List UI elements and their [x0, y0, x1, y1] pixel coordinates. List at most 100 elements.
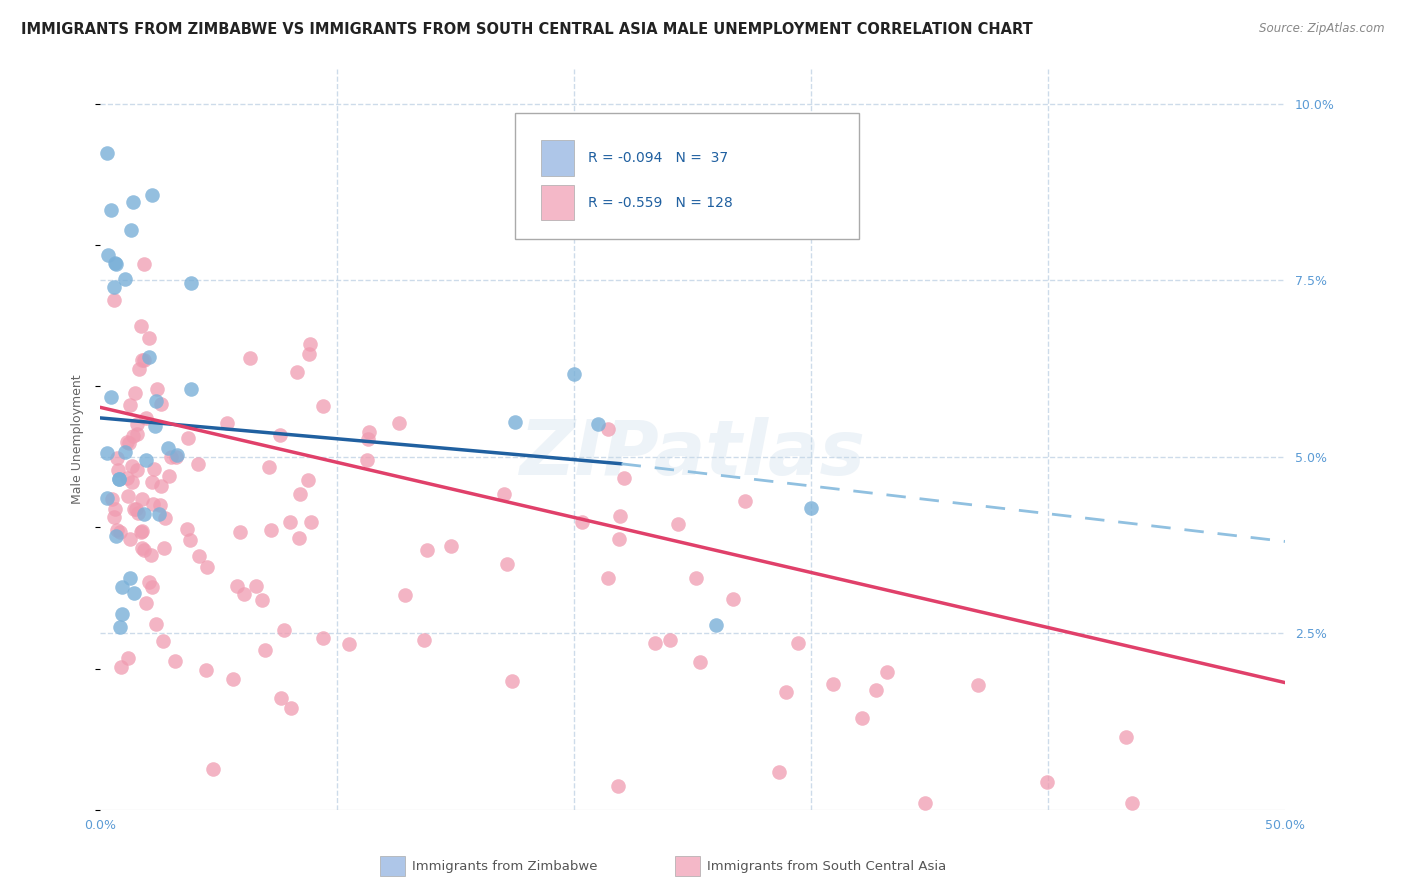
FancyBboxPatch shape — [515, 113, 859, 239]
Point — [187, 457, 209, 471]
Point — [127, 417, 149, 431]
Point — [138, 574, 160, 589]
Point — [356, 432, 378, 446]
Point — [194, 663, 217, 677]
Point — [586, 417, 609, 431]
Point — [105, 523, 128, 537]
Point — [222, 672, 245, 686]
Point — [337, 637, 360, 651]
Point — [97, 247, 120, 261]
Point — [104, 502, 127, 516]
Point — [156, 441, 179, 455]
Point — [666, 516, 689, 531]
Point — [108, 620, 131, 634]
Point — [145, 617, 167, 632]
Point — [176, 431, 198, 445]
Point — [273, 623, 295, 637]
Point — [613, 471, 636, 485]
Point — [129, 524, 152, 539]
Point — [110, 660, 132, 674]
Point — [202, 762, 225, 776]
Point — [865, 683, 887, 698]
Point — [132, 352, 155, 367]
Text: R = -0.559   N = 128: R = -0.559 N = 128 — [589, 195, 733, 210]
Point — [501, 674, 523, 689]
Point — [142, 497, 165, 511]
Point — [607, 779, 630, 793]
Point — [131, 352, 153, 367]
Point — [103, 293, 125, 307]
Point — [108, 472, 131, 486]
Point — [644, 635, 666, 649]
Point — [440, 539, 463, 553]
Point — [607, 532, 630, 546]
Point — [180, 276, 202, 290]
Point — [96, 491, 118, 505]
Point — [254, 642, 277, 657]
Point — [146, 382, 169, 396]
Point — [775, 684, 797, 698]
Point — [215, 416, 238, 430]
Point — [138, 331, 160, 345]
Point — [127, 506, 149, 520]
Point — [685, 571, 707, 585]
Point — [270, 690, 292, 705]
Point — [413, 633, 436, 648]
Point — [312, 631, 335, 645]
Point — [150, 479, 173, 493]
Point — [260, 523, 283, 537]
Point — [494, 487, 516, 501]
Point — [1036, 775, 1059, 789]
Point — [416, 543, 439, 558]
Point — [107, 463, 129, 477]
Point — [141, 580, 163, 594]
Point — [598, 571, 620, 585]
Text: R = -0.094   N =  37: R = -0.094 N = 37 — [589, 152, 728, 165]
Point — [299, 337, 322, 351]
Point — [157, 469, 180, 483]
Point — [659, 632, 682, 647]
Point — [145, 394, 167, 409]
Point — [298, 347, 321, 361]
Point — [188, 549, 211, 564]
Point — [195, 560, 218, 574]
Point — [356, 452, 378, 467]
Point — [163, 655, 186, 669]
Point — [1121, 796, 1143, 810]
Point — [723, 592, 745, 607]
Point — [103, 279, 125, 293]
Point — [121, 459, 143, 474]
Point — [135, 596, 157, 610]
Point — [166, 448, 188, 462]
Point — [571, 515, 593, 529]
Point — [250, 593, 273, 607]
Point — [118, 436, 141, 450]
Point — [598, 422, 620, 436]
Point — [107, 471, 129, 485]
Point — [689, 655, 711, 669]
Text: Immigrants from Zimbabwe: Immigrants from Zimbabwe — [412, 860, 598, 872]
Point — [101, 491, 124, 506]
Point — [229, 525, 252, 540]
FancyBboxPatch shape — [541, 185, 574, 220]
Point — [141, 188, 163, 202]
Point — [176, 523, 198, 537]
Point — [786, 636, 808, 650]
Point — [153, 541, 176, 556]
Point — [768, 764, 790, 779]
Point — [800, 500, 823, 515]
Point — [148, 507, 170, 521]
Point — [357, 425, 380, 439]
Point — [115, 434, 138, 449]
Point — [245, 579, 267, 593]
Point — [122, 428, 145, 442]
Point — [117, 489, 139, 503]
Point — [120, 398, 142, 412]
Point — [122, 586, 145, 600]
Point — [141, 475, 163, 490]
Point — [394, 588, 416, 602]
Point — [131, 491, 153, 506]
Point — [105, 528, 128, 542]
Point — [134, 542, 156, 557]
Point — [131, 524, 153, 539]
